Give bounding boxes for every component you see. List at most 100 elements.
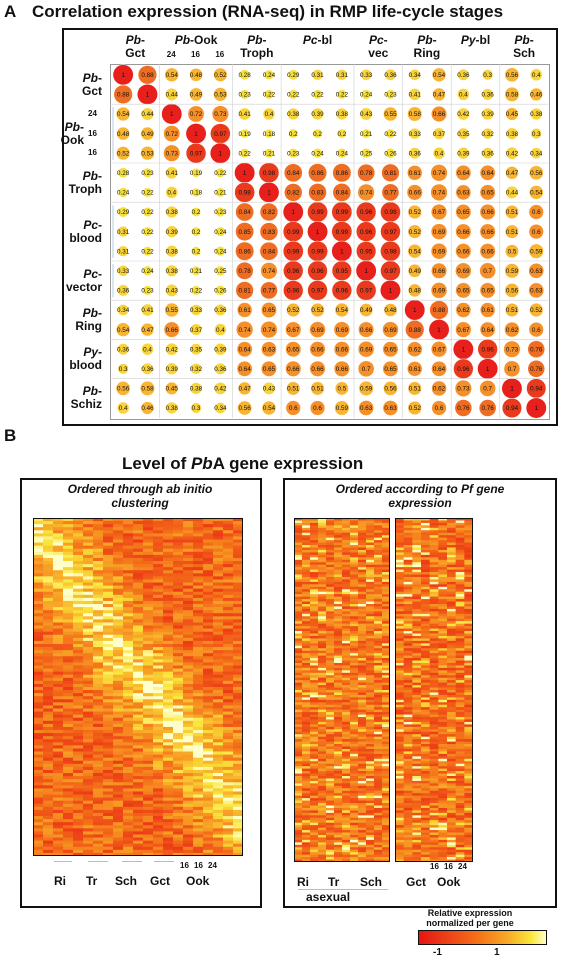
left-heatmap-cell [183, 687, 194, 691]
right-asexual-cell [342, 687, 351, 691]
left-heatmap-cell [183, 693, 194, 697]
right-asexual-cell [326, 650, 335, 654]
right-asexual-cell [310, 773, 319, 777]
right-sexual-cell [395, 554, 405, 558]
left-heatmap-cell [193, 730, 204, 734]
left-heatmap-cell [193, 585, 204, 590]
left-heatmap-cell [173, 711, 184, 716]
corr-value: 0.22 [287, 92, 300, 99]
left-heatmap-cell [203, 619, 214, 623]
corr-cell [189, 382, 203, 395]
left-heatmap-cell [173, 582, 184, 586]
left-heatmap-cell [53, 757, 64, 762]
left-heatmap-cell [113, 751, 124, 755]
left-heatmap-cell [113, 849, 124, 854]
corr-value: 0.52 [530, 307, 543, 314]
left-heatmap-cell [63, 705, 74, 709]
left-heatmap-cell [53, 597, 64, 602]
left-heatmap-cell [83, 819, 94, 823]
right-asexual-cell [318, 724, 327, 728]
corr-value: 0.54 [530, 190, 543, 197]
right-asexual-cell [310, 635, 319, 639]
left-heatmap-cell [183, 825, 194, 829]
right-asexual-cell [350, 790, 359, 794]
left-heatmap-cell [163, 604, 174, 608]
left-heatmap-cell [213, 536, 224, 540]
corr-cell [408, 127, 421, 140]
right-asexual-cell [326, 581, 335, 585]
right-sexual-cell [447, 552, 457, 556]
left-heatmap-cell [173, 803, 184, 808]
right-asexual-cell [318, 579, 327, 583]
left-heatmap-cell [113, 812, 124, 817]
corr-value: 0.54 [263, 405, 276, 412]
left-heatmap-cell [63, 699, 74, 703]
corr-value: 0.39 [457, 150, 470, 157]
left-heatmap-cell [223, 656, 234, 660]
right-asexual-cell [302, 638, 311, 642]
ook-column-sublabel: 16 [191, 50, 200, 59]
corr-cell [405, 319, 425, 340]
right-asexual-cell [342, 773, 351, 777]
right-sexual-cell [429, 557, 439, 561]
right-asexual-cell [334, 552, 343, 556]
left-heatmap-cell [123, 788, 134, 792]
right-asexual-cell [294, 849, 303, 853]
left-heatmap-cell [83, 782, 94, 786]
right-asexual-cell [382, 562, 390, 566]
left-heatmap-cell [213, 849, 224, 854]
left-heatmap-cell [103, 588, 114, 593]
left-heatmap-cell [103, 843, 114, 848]
left-heatmap-cell [203, 659, 214, 663]
right-asexual-cell [366, 790, 375, 794]
right-asexual-cell [382, 579, 390, 583]
right-asexual-cell [318, 807, 327, 811]
right-asexual-cell [318, 721, 327, 725]
left-heatmap-cell [193, 579, 204, 583]
corr-value: 0.54 [409, 248, 422, 255]
corr-value: 0.34 [117, 307, 130, 314]
right-asexual-cell [358, 567, 367, 570]
left-heatmap-cell [113, 542, 124, 547]
left-heatmap-cell [163, 554, 174, 559]
left-heatmap-cell [103, 757, 114, 762]
left-heatmap-cell [53, 530, 64, 534]
right-asexual-cell [334, 690, 343, 693]
left-heatmap-cell [193, 705, 204, 709]
left-heatmap-cell [113, 739, 124, 743]
right-asexual-cell [326, 830, 335, 833]
left-heatmap-cell [233, 631, 243, 636]
left-heatmap-cell [43, 656, 54, 660]
right-asexual-cell [302, 608, 311, 612]
right-asexual-cell [326, 763, 335, 767]
right-asexual-cell [382, 665, 390, 669]
left-heatmap-cell [223, 816, 234, 820]
left-heatmap-cell [193, 622, 204, 626]
left-heatmap-cell [103, 785, 114, 789]
right-asexual-cell [342, 643, 351, 647]
right-asexual-cell [318, 751, 327, 755]
left-heatmap-cell [123, 604, 134, 608]
right-asexual-cell [358, 805, 367, 809]
left-heatmap-cell [203, 831, 214, 835]
left-heatmap-cell [213, 754, 224, 759]
right-sexual-cell [429, 547, 439, 551]
left-heatmap-cell [143, 653, 154, 657]
left-heatmap-cell [63, 837, 74, 842]
left-heatmap-cell [113, 720, 124, 725]
left-heatmap-cell [133, 733, 144, 737]
left-heatmap-cell [183, 776, 194, 780]
left-heatmap-cell [143, 680, 154, 685]
left-heatmap-cell [213, 779, 224, 783]
right-asexual-cell [342, 795, 351, 799]
row-label-line2: Schiz [70, 397, 102, 412]
right-sexual-cell [447, 547, 457, 551]
corr-cell [190, 323, 203, 336]
right-asexual-cell [326, 699, 335, 703]
corr-value: 0.31 [336, 72, 349, 79]
right-asexual-cell [318, 545, 327, 548]
left-heatmap-cell [53, 668, 64, 673]
left-heatmap-cell [133, 597, 144, 602]
right-asexual-cell [318, 753, 327, 757]
right-asexual-cell [326, 721, 335, 725]
